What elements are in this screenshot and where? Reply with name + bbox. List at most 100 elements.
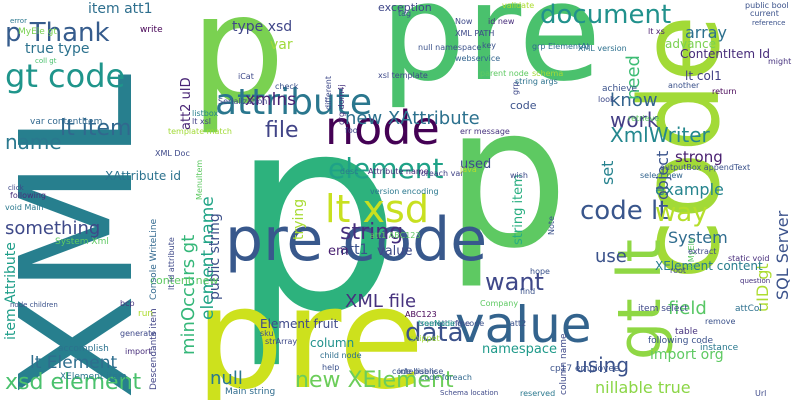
word: Main string [225,387,276,397]
word: webservice [455,54,501,63]
word: version encoding [370,187,439,196]
word: code public [392,367,438,376]
word: fine [455,319,471,328]
word: pre [380,0,602,111]
word: SQL Server [773,210,792,300]
word: cp17 employee [550,364,620,374]
word: XML Doc [155,149,190,158]
word: import org [650,347,724,363]
word: true type [25,41,90,57]
word: namespace [482,342,558,357]
word: grp [511,81,520,95]
word: lt col1 [685,69,722,83]
word: Now [455,17,473,26]
word: XAttribute id [105,169,181,183]
word: item Attribute [3,242,19,340]
word: pre code [225,205,488,275]
word: System [668,228,728,247]
word: XML file [345,291,417,312]
word: click [8,184,24,192]
word: check [275,82,299,91]
word: lt Id attribute [167,237,176,290]
word: foo [345,126,358,135]
word: XmlWriter [610,123,710,147]
word: code [510,99,537,112]
word: parent node [480,69,529,78]
word: set [598,160,617,185]
word: file [265,118,299,143]
word: err message [460,127,510,136]
word: p Thank [5,18,110,48]
word: different [324,76,333,110]
word: code lt [580,196,669,226]
word: code foreach [420,373,472,382]
word: new XElement [295,368,454,393]
word: attCol [735,304,762,314]
word: p [190,0,286,137]
word: new XAttribute [345,108,480,129]
word: treeNode [418,319,455,328]
word: iCat [238,72,254,81]
word: lt Element [30,353,118,373]
word: know [610,90,658,111]
word: System Xml [55,237,109,247]
word: something [5,218,101,239]
word: ABC123 [405,310,437,319]
word: foreach var [418,169,464,178]
word: content new [150,274,219,287]
word: find [520,287,536,296]
word: current [750,9,779,18]
word: use [595,246,627,267]
word: att1 [340,242,369,258]
word: item select [638,304,688,314]
word: schema [532,69,564,78]
word: listbox [192,109,219,118]
word: strArray [265,337,298,346]
word: return [712,87,737,96]
word: generate [120,329,157,338]
word: instance [700,343,739,353]
word: value [455,296,592,354]
word: used [460,157,492,172]
word: retrieve [628,114,660,123]
word: template match [168,127,232,136]
word: value [377,244,413,259]
word: string item [511,174,526,245]
word: following [10,191,46,200]
word: write [140,25,163,35]
word: hope [530,267,550,276]
word: static void [728,254,770,263]
word: tag [398,9,412,18]
word: Url [755,389,767,398]
word: another [668,81,700,90]
word: xsd element [5,370,142,395]
word: sku [260,329,274,338]
word: strong [675,148,723,166]
word: Element fruit [260,317,339,331]
word: XElement content [655,259,763,273]
word: wish [510,171,529,180]
word: ContentItem Id [680,47,771,61]
word: nillable true [595,378,691,397]
word: column [310,336,355,350]
word: coll gt [35,57,57,65]
word: table [675,327,698,337]
word: lt item [60,116,132,141]
word: p [445,64,569,291]
word: validate [502,1,535,10]
word: achieve [602,84,638,94]
word: lt xsd [325,187,429,231]
word: following code [648,336,714,346]
word: field [668,298,707,319]
word: xmlns [245,90,296,110]
word: look [598,95,615,104]
word: question [740,277,771,285]
word: desc [340,167,359,176]
word: document [540,0,672,30]
word: void Main [5,203,44,212]
word: array [685,23,727,42]
word: Console WriteLine [149,218,159,300]
word: item att1 [88,1,153,17]
word: Attribute name [368,167,429,176]
